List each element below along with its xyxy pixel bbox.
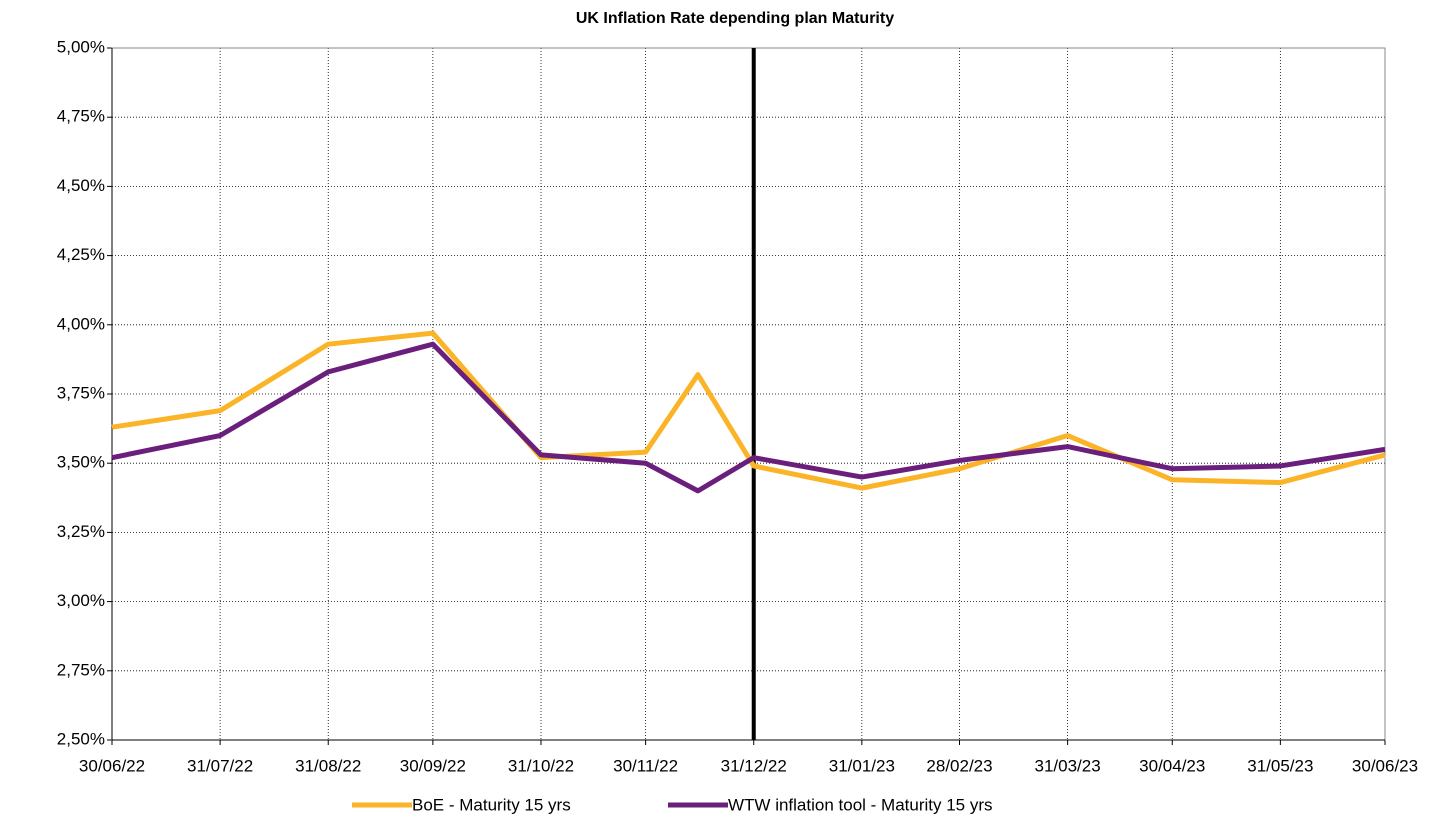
x-tick-label: 30/09/22 <box>400 756 466 775</box>
x-tick-label: 31/01/23 <box>829 756 895 775</box>
y-tick-label: 5,00% <box>57 37 105 56</box>
y-tick-label: 2,50% <box>57 729 105 748</box>
y-tick-label: 4,75% <box>57 107 105 126</box>
y-tick-label: 4,50% <box>57 176 105 195</box>
y-tick-label: 4,25% <box>57 245 105 264</box>
legend-label: WTW inflation tool - Maturity 15 yrs <box>728 795 993 814</box>
x-tick-label: 31/12/22 <box>721 756 787 775</box>
x-tick-label: 28/02/23 <box>926 756 992 775</box>
series-line <box>111 341 1386 494</box>
y-tick-label: 3,00% <box>57 591 105 610</box>
series-line <box>111 330 1386 491</box>
x-tick-label: 30/11/22 <box>613 756 678 775</box>
y-tick-label: 3,25% <box>57 522 105 541</box>
x-tick-label: 30/06/23 <box>1352 756 1418 775</box>
legend-label: BoE - Maturity 15 yrs <box>412 795 571 814</box>
x-tick-label: 31/03/23 <box>1035 756 1101 775</box>
x-tick-label: 31/08/22 <box>295 756 361 775</box>
x-tick-label: 31/05/23 <box>1247 756 1313 775</box>
y-tick-label: 4,00% <box>57 314 105 333</box>
y-tick-label: 3,50% <box>57 453 105 472</box>
y-tick-label: 2,75% <box>57 660 105 679</box>
x-tick-label: 30/04/23 <box>1139 756 1205 775</box>
y-tick-label: 3,75% <box>57 383 105 402</box>
x-tick-label: 30/06/22 <box>79 756 145 775</box>
chart-title: UK Inflation Rate depending plan Maturit… <box>576 10 894 27</box>
x-tick-label: 31/07/22 <box>187 756 253 775</box>
x-tick-label: 31/10/22 <box>508 756 574 775</box>
